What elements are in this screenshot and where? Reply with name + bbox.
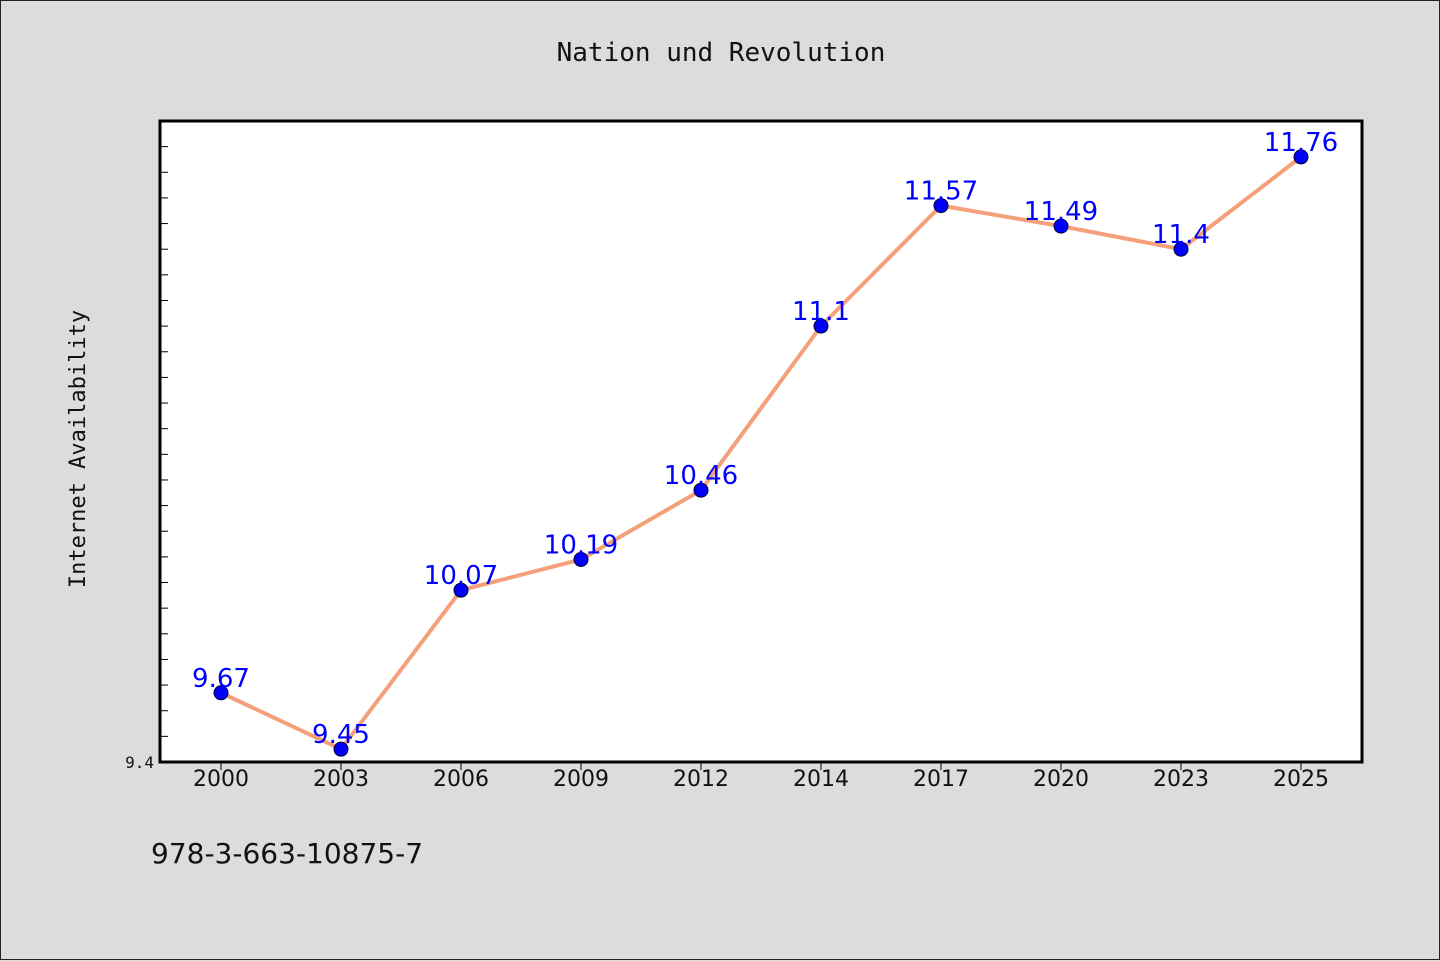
data-point	[573, 551, 589, 567]
x-tick-label: 2023	[1153, 767, 1209, 792]
x-tick-label: 2014	[793, 767, 849, 792]
data-point	[1293, 149, 1309, 165]
data-label: 11.4	[1152, 220, 1210, 250]
data-point	[213, 685, 229, 701]
data-point	[1053, 218, 1069, 234]
data-point	[453, 582, 469, 598]
x-tick-label: 2025	[1273, 767, 1329, 792]
data-label: 10.46	[664, 461, 738, 491]
data-label: 9.67	[192, 664, 250, 694]
data-point	[333, 741, 349, 757]
x-tick-label: 2009	[553, 767, 609, 792]
data-point	[933, 198, 949, 214]
x-tick-label: 2003	[313, 767, 369, 792]
y-axis-label: Internet Availability	[66, 310, 91, 588]
data-label: 9.45	[312, 720, 370, 750]
x-tick-label: 2012	[673, 767, 729, 792]
data-label: 11.1	[792, 297, 850, 327]
data-point	[1173, 241, 1189, 257]
chart-title: Nation und Revolution	[557, 38, 886, 68]
plot-area	[158, 119, 1364, 764]
data-label: 10.19	[544, 530, 618, 560]
y-axis-ticks: 9.4	[125, 120, 168, 772]
x-tick-label: 2020	[1033, 767, 1089, 792]
footnote-isbn: 978-3-663-10875-7	[151, 837, 423, 870]
data-label: 11.49	[1024, 197, 1098, 227]
x-axis-ticks: 2000 2003 2006 2009 2012 2014 2017 2020 2023 2025	[193, 762, 1329, 792]
y-tick-label: 9.4	[125, 753, 154, 772]
x-tick-label: 2017	[913, 767, 969, 792]
data-label: 10.07	[424, 561, 498, 591]
x-tick-label: 2000	[193, 767, 249, 792]
series-line	[219, 154, 1303, 752]
data-point	[813, 318, 829, 334]
x-tick-label: 2006	[433, 767, 489, 792]
series-layer: 9.67 9.45 10.07 10.19 10.46 11.1 11.57 11.49 11.…	[192, 128, 1338, 757]
data-label: 11.76	[1264, 128, 1338, 158]
data-label: 11.57	[904, 177, 978, 207]
data-point	[693, 482, 709, 498]
